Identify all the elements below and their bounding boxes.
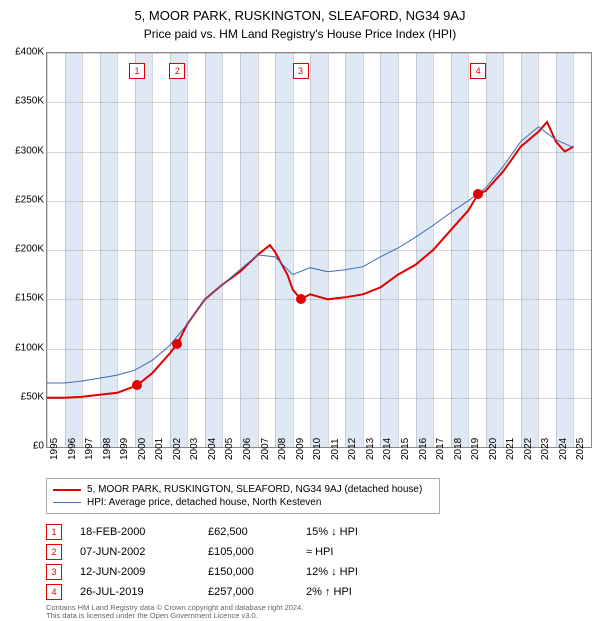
event-dot xyxy=(296,294,306,304)
y-axis-label: £200K xyxy=(15,244,44,255)
x-axis-label: 2013 xyxy=(365,438,376,460)
x-axis-label: 2004 xyxy=(207,438,218,460)
x-axis-label: 2021 xyxy=(505,438,516,460)
x-axis-label: 2000 xyxy=(137,438,148,460)
x-axis-label: 2006 xyxy=(242,438,253,460)
x-axis-label: 2002 xyxy=(172,438,183,460)
event-price: £150,000 xyxy=(208,566,288,578)
event-dot xyxy=(473,189,483,199)
event-number: 2 xyxy=(46,544,62,560)
x-axis-label: 2011 xyxy=(330,438,341,460)
x-axis-label: 2005 xyxy=(224,438,235,460)
y-axis-label: £300K xyxy=(15,145,44,156)
x-axis-label: 2010 xyxy=(312,438,323,460)
series-blue xyxy=(47,127,574,383)
legend-label: HPI: Average price, detached house, Nort… xyxy=(87,497,321,508)
event-marker-box: 3 xyxy=(293,63,309,79)
event-price: £105,000 xyxy=(208,546,288,558)
y-axis-label: £50K xyxy=(21,391,44,402)
event-delta: 2% ↑ HPI xyxy=(306,586,396,598)
x-axis-label: 1995 xyxy=(49,438,60,460)
event-marker-box: 2 xyxy=(169,63,185,79)
event-date: 07-JUN-2002 xyxy=(80,546,190,558)
series-red xyxy=(47,122,574,398)
event-dot xyxy=(172,339,182,349)
event-row: 1 18-FEB-2000 £62,500 15% ↓ HPI xyxy=(46,522,396,542)
event-date: 12-JUN-2009 xyxy=(80,566,190,578)
x-axis-label: 2016 xyxy=(418,438,429,460)
event-row: 3 12-JUN-2009 £150,000 12% ↓ HPI xyxy=(46,562,396,582)
event-date: 18-FEB-2000 xyxy=(80,526,190,538)
event-marker-box: 4 xyxy=(470,63,486,79)
event-dot xyxy=(132,380,142,390)
event-date: 26-JUL-2019 xyxy=(80,586,190,598)
legend-row: HPI: Average price, detached house, Nort… xyxy=(53,496,433,509)
event-row: 4 26-JUL-2019 £257,000 2% ↑ HPI xyxy=(46,582,396,602)
event-row: 2 07-JUN-2002 £105,000 ≈ HPI xyxy=(46,542,396,562)
event-marker-box: 1 xyxy=(129,63,145,79)
event-price: £62,500 xyxy=(208,526,288,538)
x-axis-label: 2003 xyxy=(189,438,200,460)
y-axis-label: £0 xyxy=(33,441,44,452)
event-price: £257,000 xyxy=(208,586,288,598)
x-axis-label: 1996 xyxy=(67,438,78,460)
y-axis-label: £150K xyxy=(15,293,44,304)
x-axis-label: 2018 xyxy=(453,438,464,460)
x-axis-label: 2014 xyxy=(382,438,393,460)
event-number: 3 xyxy=(46,564,62,580)
x-axis-label: 2024 xyxy=(558,438,569,460)
x-axis-label: 2012 xyxy=(347,438,358,460)
event-number: 1 xyxy=(46,524,62,540)
x-axis-label: 2009 xyxy=(295,438,306,460)
x-axis-label: 2001 xyxy=(154,438,165,460)
legend-swatch xyxy=(53,502,81,503)
y-axis-label: £400K xyxy=(15,47,44,58)
legend-label: 5, MOOR PARK, RUSKINGTON, SLEAFORD, NG34… xyxy=(87,484,422,495)
event-number: 4 xyxy=(46,584,62,600)
chart-title-sub: Price paid vs. HM Land Registry's House … xyxy=(0,23,600,41)
event-delta: 15% ↓ HPI xyxy=(306,526,396,538)
x-axis-label: 1998 xyxy=(102,438,113,460)
x-axis-label: 1997 xyxy=(84,438,95,460)
x-axis-label: 2023 xyxy=(540,438,551,460)
x-axis-label: 2007 xyxy=(260,438,271,460)
y-axis-label: £100K xyxy=(15,342,44,353)
legend-row: 5, MOOR PARK, RUSKINGTON, SLEAFORD, NG34… xyxy=(53,483,433,496)
x-axis-label: 2022 xyxy=(523,438,534,460)
footer-line2: This data is licensed under the Open Gov… xyxy=(46,612,303,620)
x-axis-label: 2017 xyxy=(435,438,446,460)
x-axis-label: 1999 xyxy=(119,438,130,460)
y-axis-label: £350K xyxy=(15,96,44,107)
y-axis-label: £250K xyxy=(15,194,44,205)
event-delta: ≈ HPI xyxy=(306,546,396,558)
events-table: 1 18-FEB-2000 £62,500 15% ↓ HPI 2 07-JUN-2002… xyxy=(46,522,396,602)
x-axis-label: 2020 xyxy=(488,438,499,460)
legend-swatch xyxy=(53,489,81,491)
legend: 5, MOOR PARK, RUSKINGTON, SLEAFORD, NG34… xyxy=(46,478,440,514)
event-delta: 12% ↓ HPI xyxy=(306,566,396,578)
x-axis-label: 2008 xyxy=(277,438,288,460)
x-axis-label: 2025 xyxy=(575,438,586,460)
x-axis-label: 2019 xyxy=(470,438,481,460)
chart-plot-area: 1 2 3 4 xyxy=(46,52,592,448)
chart-title-address: 5, MOOR PARK, RUSKINGTON, SLEAFORD, NG34… xyxy=(0,0,600,23)
data-attribution: Contains HM Land Registry data © Crown c… xyxy=(46,604,303,621)
x-axis-label: 2015 xyxy=(400,438,411,460)
